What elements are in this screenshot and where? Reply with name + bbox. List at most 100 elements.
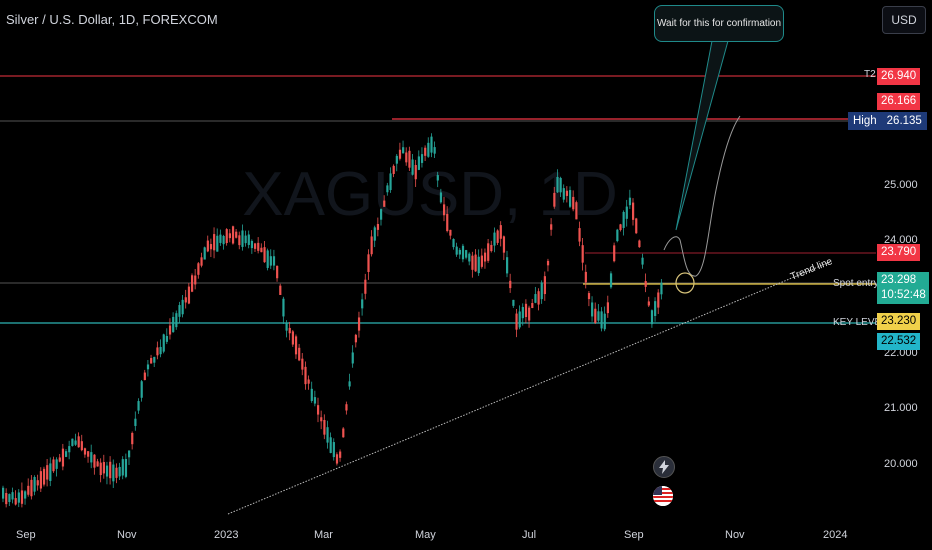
candle-body — [628, 197, 632, 206]
candle-body — [231, 226, 235, 244]
candle-body — [74, 440, 77, 445]
current-price-badge: 23.298 10:52:48 — [877, 272, 929, 304]
candle-body — [8, 494, 11, 503]
candle-body — [128, 450, 131, 458]
candle-body — [465, 250, 468, 258]
candle-body — [291, 331, 294, 345]
x-tick: Nov — [725, 529, 745, 541]
candle-body — [115, 467, 118, 478]
trend-line-label: Trend line — [789, 256, 834, 283]
candle-body — [298, 347, 301, 361]
currency-button[interactable]: USD — [882, 6, 926, 34]
candle-body — [55, 459, 58, 469]
candle-body — [36, 480, 39, 486]
candle-body — [597, 311, 600, 321]
candle-body — [650, 310, 654, 325]
y-tick: 21.000 — [884, 402, 918, 414]
candle-body — [578, 228, 581, 242]
candle-body — [326, 427, 329, 443]
candle-body — [61, 448, 65, 467]
candle-body — [150, 358, 153, 364]
current-price-value: 23.298 — [881, 274, 917, 286]
candle-body — [68, 446, 71, 453]
candle-body — [458, 249, 461, 255]
candle-body — [521, 307, 524, 319]
candle-body — [540, 282, 543, 300]
candle-body — [389, 173, 392, 191]
candle-body — [17, 492, 20, 503]
candle-body — [313, 397, 317, 404]
candle-body — [332, 442, 335, 458]
candle-body — [609, 273, 613, 288]
candle-body — [52, 459, 55, 472]
confirmation-circle — [675, 272, 695, 294]
x-tick: Mar — [314, 529, 333, 541]
candle-body — [515, 313, 518, 330]
candle-body — [187, 286, 191, 304]
candle-body — [96, 461, 99, 467]
symbol-watermark: XAGUSD, 1D — [242, 160, 618, 229]
candle-body — [14, 498, 17, 505]
candle-body — [550, 224, 553, 230]
x-tick: May — [415, 529, 436, 541]
candle-body — [477, 256, 480, 274]
candle-body — [496, 230, 499, 243]
candle-body — [24, 491, 27, 499]
candle-body — [244, 235, 247, 244]
candle-body — [112, 464, 115, 482]
candle-body — [449, 229, 452, 236]
candle-body — [42, 468, 46, 485]
candle-body — [443, 204, 446, 216]
candle-body — [241, 230, 244, 247]
bar-countdown: 10:52:48 — [881, 289, 926, 301]
candle-body — [200, 257, 203, 266]
candle-body — [87, 451, 90, 457]
candle-body — [565, 190, 569, 196]
candle-body — [27, 485, 30, 495]
projection-path — [663, 115, 741, 277]
candle-body — [660, 282, 663, 295]
candle-body — [502, 236, 506, 253]
candle-body — [361, 299, 364, 309]
candle-body — [556, 176, 559, 193]
candle-body — [140, 381, 143, 398]
candle-body — [99, 462, 102, 476]
candle-body — [644, 281, 647, 287]
candle-body — [335, 454, 339, 464]
candle-body — [398, 149, 402, 159]
candle-body — [606, 302, 609, 314]
candle-body — [490, 244, 493, 252]
candle-body — [159, 346, 162, 355]
candle-body — [143, 372, 146, 381]
candle-body — [238, 235, 241, 246]
candle-body — [168, 325, 172, 335]
candle-body — [93, 454, 96, 468]
candle-body — [254, 243, 257, 249]
candle-body — [471, 255, 474, 270]
candle-body — [433, 147, 436, 154]
candle-body — [420, 154, 424, 163]
candle-body — [109, 461, 112, 479]
candle-body — [499, 225, 502, 239]
candle-body — [304, 366, 307, 385]
candle-body — [584, 271, 587, 283]
lightning-icon[interactable] — [653, 456, 675, 478]
candle-body — [153, 356, 156, 363]
candle-body — [162, 334, 165, 352]
candle-body — [546, 260, 550, 266]
candle-body — [77, 436, 80, 448]
candle-body — [175, 313, 178, 328]
us-flag-icon[interactable] — [653, 486, 673, 506]
key-level-label: KEY LEVEL — [833, 317, 887, 328]
key-level-price-badge: 22.532 — [877, 333, 921, 350]
candle-body — [134, 418, 137, 426]
candle-body — [30, 479, 33, 497]
candle-body — [80, 441, 83, 451]
y-tick: 24.000 — [884, 234, 918, 246]
candle-body — [194, 275, 197, 285]
candle-body — [213, 234, 216, 251]
candle-body — [33, 477, 36, 492]
candle-body — [414, 164, 417, 180]
candle-body — [228, 233, 231, 239]
